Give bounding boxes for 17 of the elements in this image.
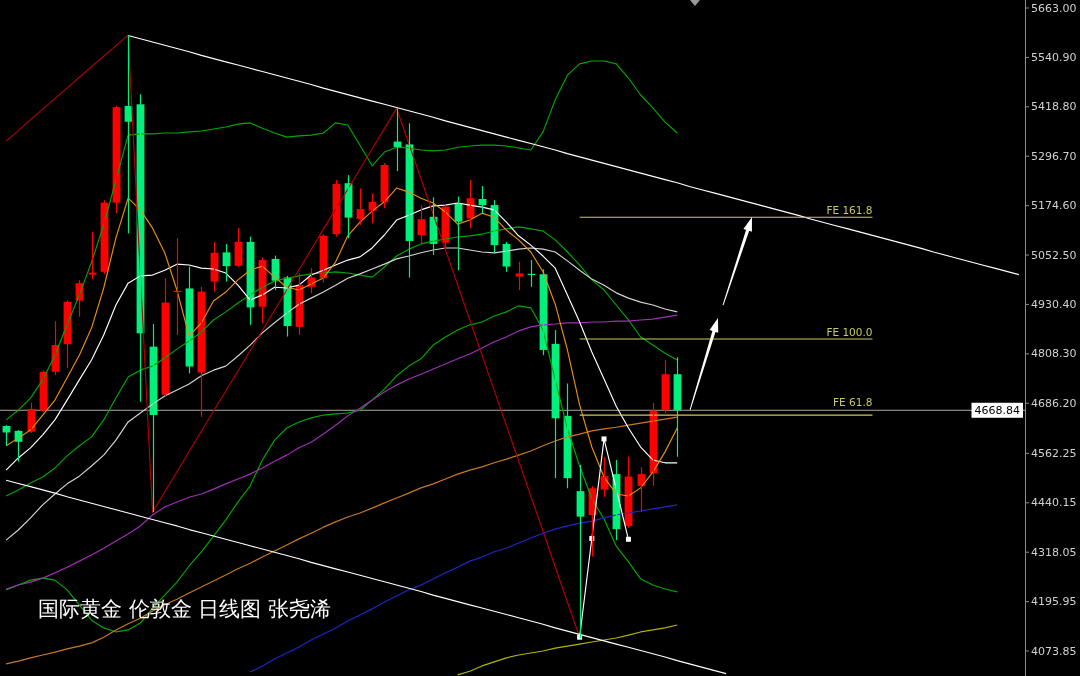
y-tick-label: 5418.80 (1031, 100, 1077, 114)
y-tick-label: 4073.85 (1031, 644, 1077, 658)
y-tick-label: 5663.00 (1031, 1, 1077, 15)
y-tick-label: 5174.60 (1031, 199, 1077, 213)
y-tick-label: 5296.70 (1031, 149, 1077, 163)
y-tick-label: 4440.15 (1031, 496, 1077, 510)
y-tick-label: 5052.50 (1031, 248, 1077, 262)
series-label: FE 161.8 (826, 204, 873, 217)
y-tick-label: 4686.20 (1031, 396, 1077, 410)
series-label: FE 100.0 (826, 326, 873, 338)
series-label: FE 61.8 (833, 396, 873, 409)
y-tick-label: 4808.30 (1031, 347, 1077, 361)
y-tick-label: 4930.40 (1031, 297, 1077, 311)
y-tick-label: 5540.90 (1031, 50, 1077, 64)
y-tick-label: 4318.05 (1031, 545, 1077, 559)
y-tick-label: 4195.95 (1031, 595, 1077, 609)
y-tick-label: 4562.25 (1031, 446, 1077, 460)
